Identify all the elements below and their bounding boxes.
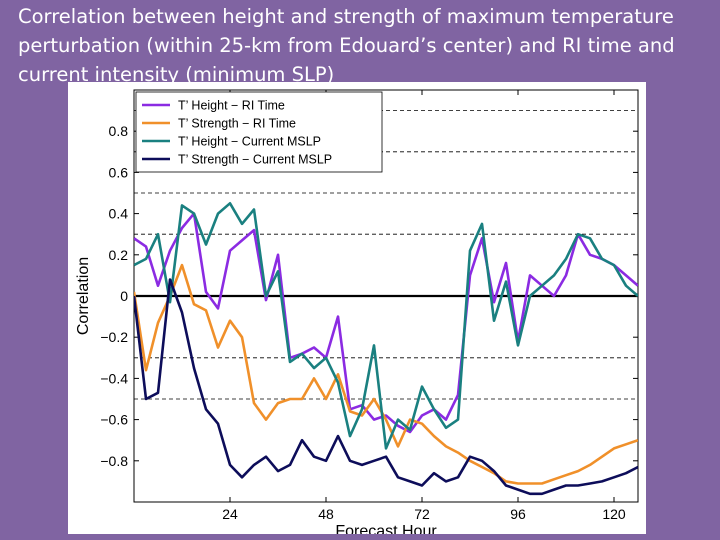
series-line-1 [134,212,638,434]
legend-label-4: T’ Strength − Current MSLP [178,153,332,167]
y-tick-label: 0.8 [109,123,129,139]
x-tick-label: 120 [602,506,626,522]
x-tick-label: 48 [318,506,334,522]
y-tick-label: 0.2 [109,247,129,263]
x-tick-label: 72 [414,506,430,522]
legend-label-3: T’ Height − Current MSLP [178,135,321,149]
legend-box [135,91,383,173]
y-tick-label: 0.6 [109,164,129,180]
slide-title: Correlation between height and strength … [18,5,675,86]
y-axis-title: Correlation [75,257,92,335]
series-line-3 [134,202,638,450]
legend-label-1: T’ Height − RI Time [178,99,285,113]
y-tick-label: 0 [120,288,128,304]
y-tick-label: −0.2 [100,329,128,345]
y-tick-label: −0.6 [100,412,128,428]
legend-label-2: T’ Strength − RI Time [178,117,296,131]
x-tick-label: 96 [510,506,526,522]
y-tick-label: −0.8 [100,453,128,469]
y-tick-label: 0.4 [109,206,129,222]
chart-figure: 24 48 72 96 120 −0.8 −0.6 −0.4 −0.2 0 0.2 0.4 0.6 0.8… [68,82,646,534]
x-axis-title: Forecast Hour [335,523,437,534]
series-line-4 [134,278,638,496]
x-tick-label: 24 [222,506,238,522]
correlation-line-chart: 24 48 72 96 120 −0.8 −0.6 −0.4 −0.2 0 0.2 0.4 0.6 0.8… [75,89,639,534]
y-tick-label: −0.4 [100,370,128,386]
series-line-2 [134,263,638,485]
